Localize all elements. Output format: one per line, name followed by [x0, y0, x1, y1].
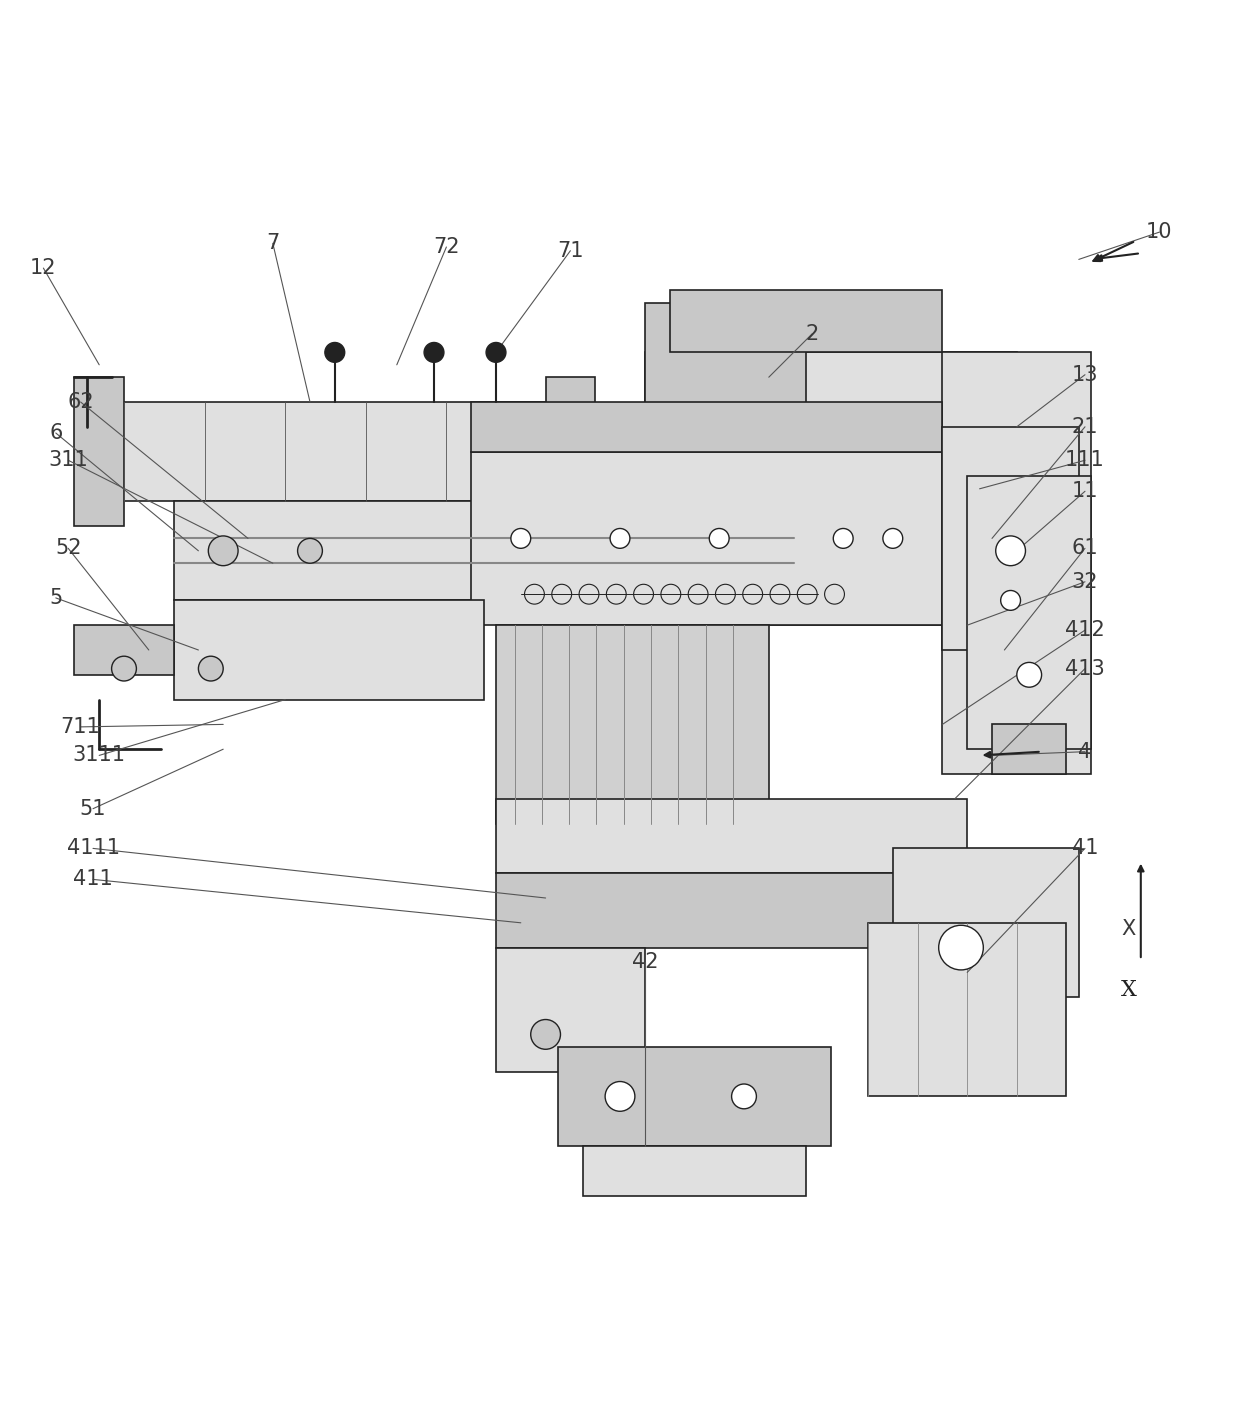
Bar [74, 625, 174, 675]
Text: 4111: 4111 [67, 839, 119, 859]
Text: 61: 61 [1071, 538, 1099, 558]
Bar [868, 923, 1066, 1096]
Bar [967, 477, 1091, 749]
Circle shape [610, 528, 630, 548]
Text: 3111: 3111 [73, 745, 125, 765]
Bar [471, 451, 942, 625]
Text: 71: 71 [557, 241, 584, 261]
Text: 5: 5 [50, 588, 62, 608]
Bar [496, 873, 930, 947]
Text: X: X [1121, 978, 1136, 1001]
Bar [558, 1047, 831, 1146]
Text: 72: 72 [433, 236, 460, 256]
Circle shape [424, 343, 444, 362]
Text: 412: 412 [1065, 621, 1105, 641]
Text: 711: 711 [61, 716, 100, 736]
Text: 41: 41 [1071, 839, 1099, 859]
Circle shape [996, 535, 1025, 565]
Text: 13: 13 [1071, 365, 1099, 384]
Bar [583, 1146, 806, 1196]
Circle shape [486, 343, 506, 362]
Text: 7: 7 [267, 234, 279, 253]
Text: 62: 62 [67, 392, 94, 412]
Bar [99, 402, 546, 501]
Bar [496, 625, 769, 823]
Circle shape [112, 656, 136, 681]
Circle shape [325, 343, 345, 362]
Text: 11: 11 [1071, 481, 1099, 501]
Circle shape [732, 1084, 756, 1109]
Circle shape [298, 538, 322, 564]
Text: 413: 413 [1065, 658, 1105, 679]
Circle shape [208, 535, 238, 565]
Circle shape [198, 656, 223, 681]
Circle shape [531, 1020, 560, 1049]
Text: 51: 51 [79, 799, 107, 819]
Text: 10: 10 [1146, 222, 1173, 242]
Text: 4: 4 [1079, 742, 1091, 762]
Text: 52: 52 [55, 538, 82, 558]
Bar [496, 799, 967, 873]
Text: 42: 42 [631, 953, 658, 973]
Text: 311: 311 [48, 450, 88, 470]
Text: 12: 12 [30, 258, 57, 278]
Bar [942, 352, 1091, 775]
Bar [74, 377, 124, 525]
Text: 111: 111 [1065, 450, 1105, 470]
Circle shape [833, 528, 853, 548]
Circle shape [511, 528, 531, 548]
Text: 2: 2 [806, 323, 818, 343]
Bar [174, 601, 484, 699]
Text: X: X [1121, 918, 1136, 938]
Text: 32: 32 [1071, 572, 1099, 592]
Bar [645, 352, 1017, 625]
Bar [893, 849, 1079, 997]
Circle shape [939, 926, 983, 970]
Circle shape [1001, 591, 1021, 611]
Polygon shape [471, 402, 942, 451]
Bar [496, 947, 645, 1072]
Bar [942, 427, 1079, 649]
Text: 6: 6 [50, 423, 62, 443]
Circle shape [709, 528, 729, 548]
Bar [645, 303, 806, 427]
Bar [670, 290, 942, 352]
Bar [546, 377, 595, 525]
Text: 411: 411 [73, 870, 113, 890]
Circle shape [1017, 662, 1042, 688]
Circle shape [605, 1081, 635, 1111]
Circle shape [883, 528, 903, 548]
Bar [174, 501, 794, 601]
Text: 21: 21 [1071, 417, 1099, 437]
Bar [992, 725, 1066, 775]
